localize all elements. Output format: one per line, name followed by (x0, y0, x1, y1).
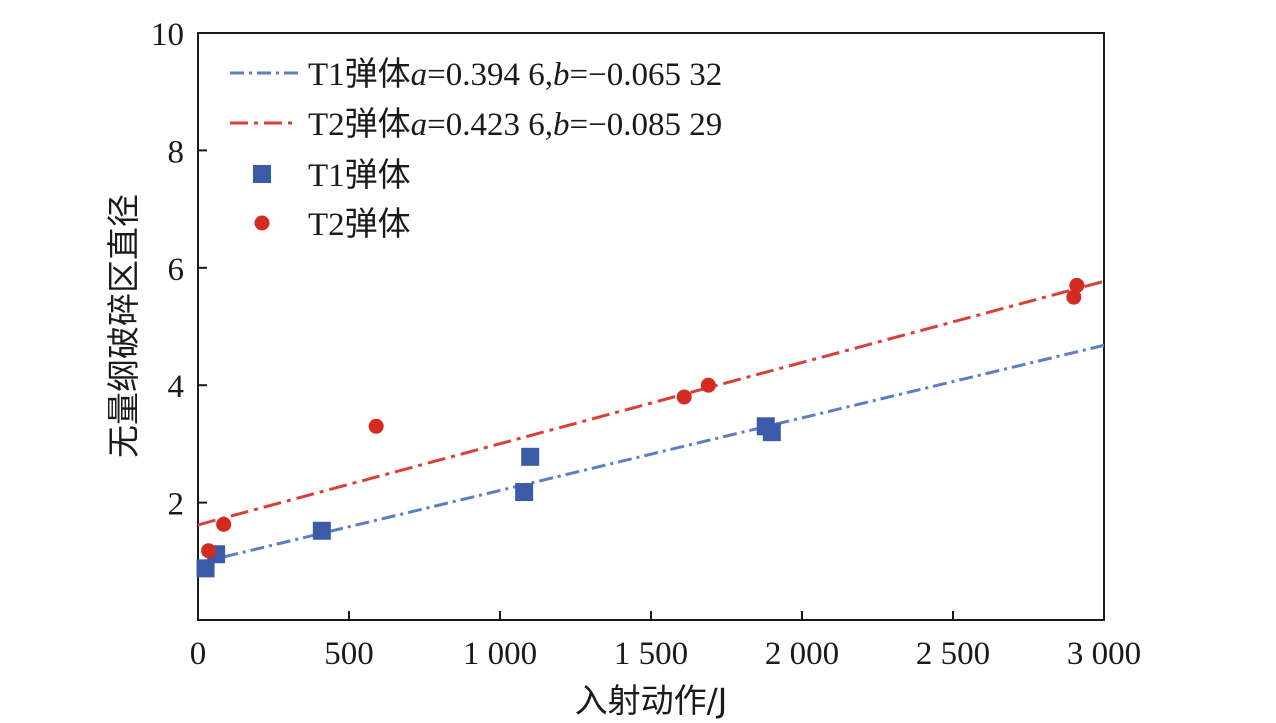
legend-marker-t2 (254, 215, 270, 231)
y-tick-label: 4 (168, 369, 185, 405)
legend-label-t2: T2弹体 (308, 206, 411, 243)
data-point-t2 (1069, 277, 1085, 293)
fit-lines (197, 279, 1105, 565)
data-point-t1 (196, 559, 215, 578)
y-axis: 2 4 6 8 10 (151, 17, 207, 523)
data-point-t2 (676, 389, 692, 405)
data-point-t1 (762, 423, 781, 442)
legend-param-a-t1: a (411, 57, 428, 93)
legend-param-b-t2: b (553, 107, 570, 143)
x-tick-label: 3 000 (1067, 636, 1141, 672)
data-point-t2 (1066, 289, 1082, 305)
data-point-t2 (216, 516, 232, 532)
x-tick-label: 1 000 (463, 636, 537, 672)
x-tick-label: 2 500 (916, 636, 990, 672)
data-point-t1 (521, 447, 540, 466)
legend-a-value-t1: =0.394 6, (427, 57, 553, 93)
legend-label-t1-prefix: T1弹体 (308, 56, 411, 93)
y-tick-label: 8 (168, 134, 185, 170)
legend-marker-t1 (253, 165, 271, 183)
y-tick-label: 10 (151, 17, 184, 53)
data-points (196, 277, 1085, 578)
data-point-t2 (368, 418, 384, 434)
legend-b-value-t2: =−0.085 29 (570, 107, 723, 143)
fit-line-t1 (197, 343, 1105, 565)
legend: T1弹体a=0.394 6,b=−0.065 32 T2弹体a=0.423 6,… (230, 56, 722, 243)
x-tick-label: 500 (324, 636, 374, 672)
data-point-t2 (700, 377, 716, 393)
y-axis-title: 无量纲破碎区直径 (104, 194, 143, 458)
x-axis: 0 500 1 000 1 500 2 000 2 500 3 000 (190, 611, 1141, 672)
legend-param-b-t1: b (553, 57, 570, 93)
data-point-t2 (201, 543, 217, 559)
legend-a-value-t2: =0.423 6, (427, 107, 553, 143)
legend-b-value-t1: =−0.065 32 (570, 57, 723, 93)
data-point-t1 (515, 483, 534, 502)
legend-param-a-t2: a (411, 107, 428, 143)
legend-label-t2-prefix: T2弹体 (308, 106, 411, 143)
legend-label-t2-fit: T2弹体a=0.423 6,b=−0.085 29 (308, 106, 722, 143)
x-tick-label: 1 500 (614, 636, 688, 672)
y-tick-label: 2 (168, 487, 185, 523)
x-tick-label: 0 (190, 636, 207, 672)
legend-label-t1-fit: T1弹体a=0.394 6,b=−0.065 32 (308, 56, 722, 93)
data-point-t1 (312, 521, 331, 540)
y-tick-label: 6 (168, 252, 185, 288)
fit-line-t2 (197, 279, 1105, 527)
legend-label-t1: T1弹体 (308, 157, 411, 194)
x-axis-title: 入射动作/J (575, 681, 728, 720)
x-tick-label: 2 000 (765, 636, 839, 672)
